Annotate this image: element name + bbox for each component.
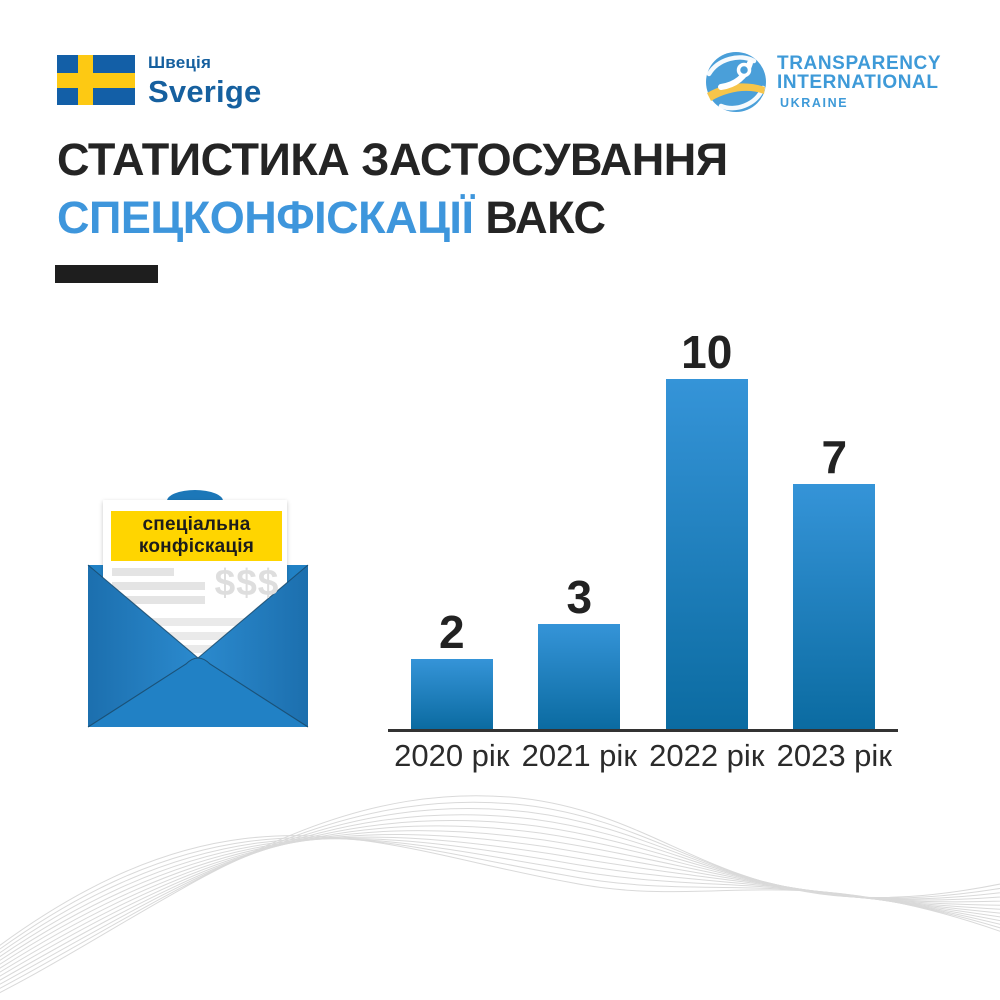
sweden-label-native: Швеція bbox=[148, 53, 212, 72]
envelope-bottom-flap bbox=[88, 658, 308, 727]
page-title-line1: СТАТИСТИКА ЗАСТОСУВАННЯ bbox=[57, 134, 728, 185]
x-axis-line bbox=[388, 729, 898, 732]
bar-value-label: 2 bbox=[438, 606, 465, 658]
wave-line bbox=[0, 836, 1000, 962]
globe-figure-icon bbox=[706, 52, 766, 112]
bar bbox=[793, 484, 876, 729]
ti-name-line3: UKRAINE bbox=[780, 96, 849, 110]
banner-line2: конфіскація bbox=[138, 536, 255, 557]
bar bbox=[538, 624, 621, 729]
wave-line bbox=[0, 835, 1000, 947]
x-axis-tick-label: 2020 рік bbox=[394, 738, 510, 773]
dollar-signs: $$$ bbox=[214, 562, 280, 603]
page-title-line2: СПЕЦКОНФІСКАЦІЇ ВАКС bbox=[57, 192, 728, 244]
ti-name-line1: TRANSPARENCY bbox=[777, 53, 942, 74]
transparency-international-branding: TRANSPARENCY INTERNATIONAL UKRAINE bbox=[704, 50, 941, 114]
ti-name-line2: INTERNATIONAL bbox=[777, 72, 939, 93]
sweden-branding: Швеція Sverige bbox=[57, 53, 262, 110]
wave-decoration bbox=[0, 795, 1000, 994]
title-underline-bar bbox=[55, 265, 158, 283]
banner-line1: спеціальна bbox=[142, 514, 251, 535]
envelope-left-flap bbox=[88, 565, 198, 727]
x-axis-tick-label: 2022 рік bbox=[649, 738, 765, 773]
x-axis-tick-label: 2023 рік bbox=[776, 738, 892, 773]
sweden-label-latin: Sverige bbox=[148, 74, 262, 109]
bar-value-label: 10 bbox=[681, 326, 733, 378]
page-title-highlight: СПЕЦКОНФІСКАЦІЇ bbox=[57, 192, 474, 243]
x-axis-tick-label: 2021 рік bbox=[521, 738, 637, 773]
wave-line bbox=[0, 825, 1000, 973]
bar-value-label: 7 bbox=[821, 431, 848, 483]
bar-chart-bars: 2 3 10 7 bbox=[388, 326, 898, 729]
wave-line bbox=[0, 838, 1000, 954]
wave-line bbox=[0, 820, 1000, 977]
page-title-suffix: ВАКС bbox=[485, 192, 606, 243]
sweden-flag-icon bbox=[57, 55, 135, 105]
wave-line bbox=[0, 838, 1000, 958]
bar-group: 10 bbox=[643, 326, 771, 729]
bar-chart-labels: 2020 рік 2021 рік 2022 рік 2023 рік bbox=[388, 738, 898, 774]
wave-line bbox=[0, 795, 1000, 994]
bar bbox=[665, 379, 748, 729]
page-title: СТАТИСТИКА ЗАСТОСУВАННЯ СПЕЦКОНФІСКАЦІЇ В… bbox=[57, 134, 728, 244]
envelope-back-flap bbox=[167, 490, 223, 501]
bar-group: 3 bbox=[516, 326, 644, 729]
bar-group: 7 bbox=[771, 326, 899, 729]
envelope-right-flap bbox=[198, 565, 308, 727]
bar bbox=[410, 659, 493, 729]
wave-line bbox=[0, 830, 1000, 969]
bar-value-label: 3 bbox=[566, 571, 593, 623]
special-confiscation-banner: спеціальна конфіскація bbox=[111, 511, 282, 561]
wave-line bbox=[0, 837, 1000, 950]
bar-chart: 2 3 10 7 2020 рік 2021 рік 2022 рік 2023 рік bbox=[388, 326, 898, 773]
envelope-illustration: спеціальна конфіскація $$$ bbox=[83, 478, 313, 733]
bar-group: 2 bbox=[388, 326, 516, 729]
